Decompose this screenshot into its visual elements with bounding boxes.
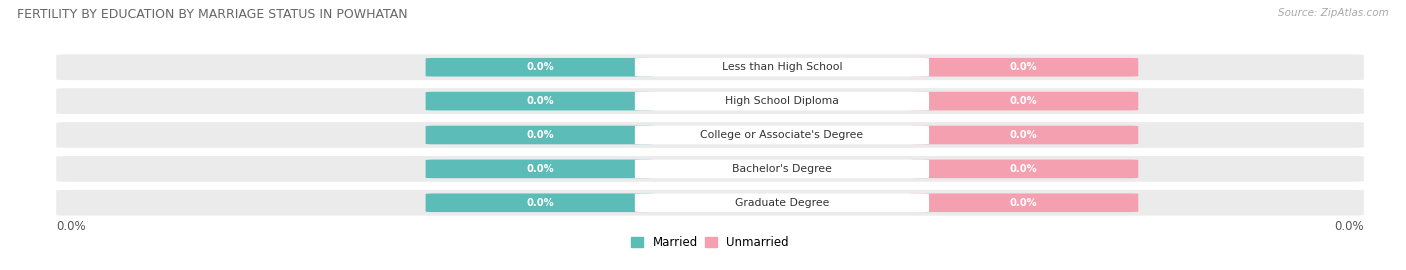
Text: 0.0%: 0.0% (526, 62, 554, 72)
FancyBboxPatch shape (636, 92, 929, 110)
Text: FERTILITY BY EDUCATION BY MARRIAGE STATUS IN POWHATAN: FERTILITY BY EDUCATION BY MARRIAGE STATU… (17, 8, 408, 21)
FancyBboxPatch shape (56, 156, 1364, 182)
Text: 0.0%: 0.0% (526, 198, 554, 208)
FancyBboxPatch shape (56, 190, 1364, 216)
FancyBboxPatch shape (910, 160, 1139, 178)
FancyBboxPatch shape (910, 58, 1139, 77)
FancyBboxPatch shape (426, 126, 654, 144)
Text: 0.0%: 0.0% (56, 220, 86, 233)
Text: 0.0%: 0.0% (1010, 164, 1038, 174)
FancyBboxPatch shape (910, 92, 1139, 110)
Text: Bachelor's Degree: Bachelor's Degree (733, 164, 832, 174)
FancyBboxPatch shape (636, 126, 929, 144)
Text: 0.0%: 0.0% (1010, 96, 1038, 106)
FancyBboxPatch shape (56, 88, 1364, 114)
Text: Graduate Degree: Graduate Degree (735, 198, 830, 208)
FancyBboxPatch shape (426, 160, 654, 178)
Text: College or Associate's Degree: College or Associate's Degree (700, 130, 863, 140)
FancyBboxPatch shape (636, 160, 929, 178)
FancyBboxPatch shape (426, 193, 654, 212)
FancyBboxPatch shape (636, 58, 929, 77)
Text: 0.0%: 0.0% (1010, 198, 1038, 208)
Text: 0.0%: 0.0% (1010, 130, 1038, 140)
Text: 0.0%: 0.0% (526, 164, 554, 174)
Legend: Married, Unmarried: Married, Unmarried (627, 231, 793, 254)
FancyBboxPatch shape (910, 126, 1139, 144)
FancyBboxPatch shape (56, 122, 1364, 148)
Text: Less than High School: Less than High School (721, 62, 842, 72)
Text: 0.0%: 0.0% (526, 96, 554, 106)
Text: Source: ZipAtlas.com: Source: ZipAtlas.com (1278, 8, 1389, 18)
Text: High School Diploma: High School Diploma (725, 96, 839, 106)
FancyBboxPatch shape (56, 54, 1364, 80)
FancyBboxPatch shape (426, 58, 654, 77)
FancyBboxPatch shape (636, 193, 929, 212)
Text: 0.0%: 0.0% (526, 130, 554, 140)
Text: 0.0%: 0.0% (1010, 62, 1038, 72)
Text: 0.0%: 0.0% (1334, 220, 1364, 233)
FancyBboxPatch shape (910, 193, 1139, 212)
FancyBboxPatch shape (426, 92, 654, 110)
